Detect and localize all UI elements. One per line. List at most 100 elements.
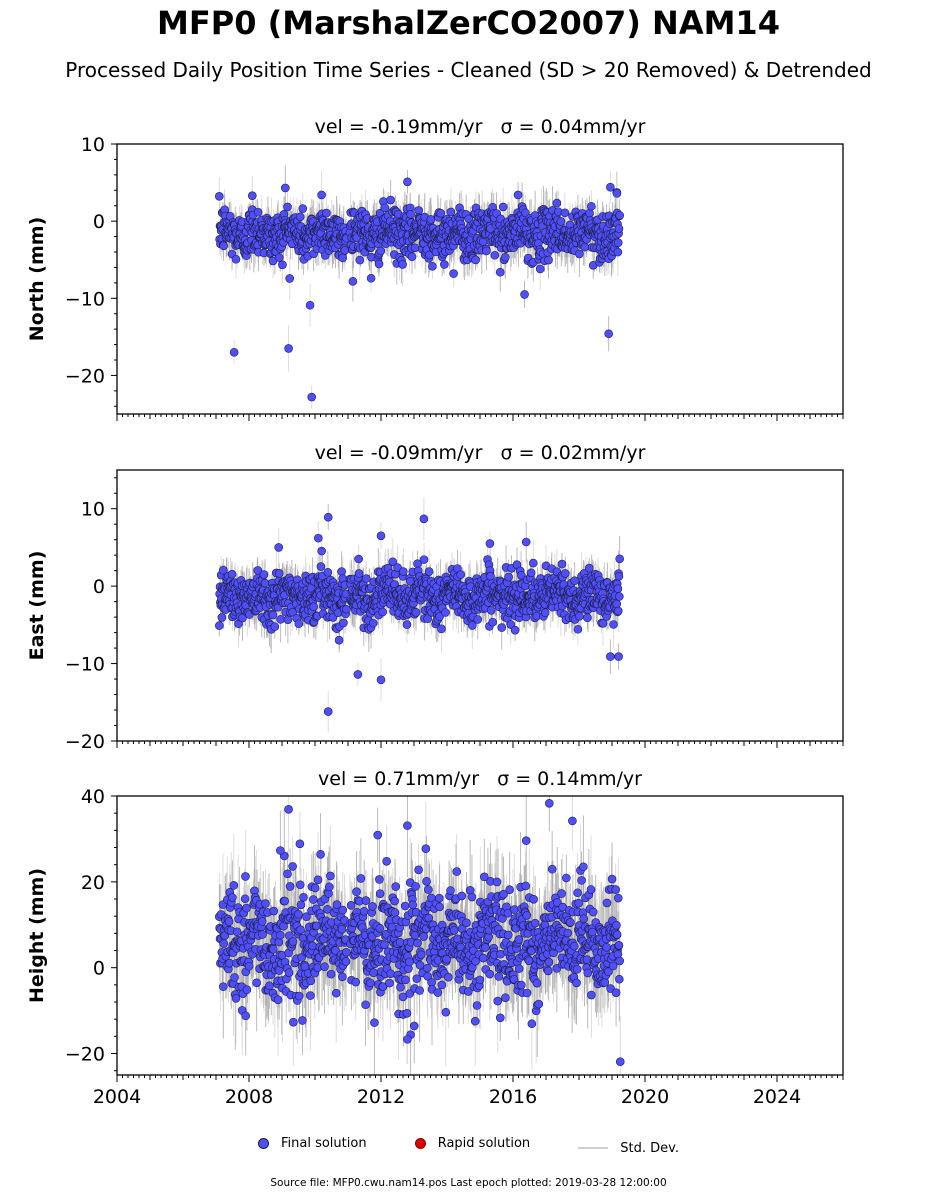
data-point [407,252,417,262]
data-point [473,615,483,624]
data-point [615,554,624,564]
data-point [613,247,623,257]
data-point [580,242,590,252]
data-point [398,260,407,269]
data-point [309,602,318,612]
data-point [338,253,348,263]
data-point [573,624,583,634]
data-point [317,190,326,200]
data-point [497,623,507,632]
data-point [288,607,297,617]
data-point [322,208,331,218]
data-point [428,261,437,271]
data-point [348,276,358,286]
data-point [259,570,269,579]
y-tick-label: 10 [81,134,105,156]
data-point [410,243,420,253]
data-point [609,620,618,629]
y-tick-label: −20 [65,365,105,387]
data-point [604,329,614,339]
data-point [342,604,351,614]
data-point [575,611,584,621]
height-panel: vel = 0.71mm/yr σ = 0.14mm/yr Height (mm… [26,768,844,1108]
data-point [614,652,623,661]
data-point [552,198,562,208]
data-point [615,592,624,601]
data-point [298,204,308,213]
data-point [376,246,386,256]
data-point [411,608,421,617]
final-solution-points [215,177,624,402]
data-point [612,189,622,198]
data-point [510,625,520,635]
data-point [482,246,491,256]
y-tick-label: −10 [65,654,105,676]
data-point [388,557,398,567]
east-velocity-label: vel = -0.09mm/yr σ = 0.02mm/yr [315,442,646,464]
data-point [229,347,239,357]
data-point [613,606,623,616]
data-point [495,267,505,277]
data-point [575,249,584,259]
data-point [437,624,446,634]
data-point [435,612,444,621]
data-point [386,195,395,205]
chart-title: MFP0 (MarshalZerCO2007) NAM14 [157,4,780,42]
y-tick-label: −10 [65,288,105,310]
north-velocity-label: vel = -0.19mm/yr σ = 0.04mm/yr [315,116,646,138]
data-point [612,599,622,609]
data-point [362,574,371,583]
data-point [528,558,538,568]
data-point [317,546,326,556]
data-point [323,567,333,577]
data-point [399,567,408,576]
data-point [613,238,623,247]
data-point [294,619,304,629]
data-point [274,569,284,578]
height-velocity-label: vel = 0.71mm/yr σ = 0.14mm/yr [318,768,642,790]
y-tick-label: 0 [93,576,105,598]
data-point [441,608,450,617]
data-point [486,571,495,581]
data-point [471,255,480,265]
data-point [248,191,257,200]
chart-subtitle: Processed Daily Position Time Series - C… [65,58,872,82]
data-point [526,568,536,578]
data-point [313,533,323,543]
data-point [570,576,579,586]
data-point [423,614,432,624]
data-point [260,578,270,588]
y-tick-label: 10 [81,499,105,521]
data-point [440,260,449,269]
data-point [449,269,458,278]
data-point [615,211,624,220]
data-point [535,264,545,274]
data-point [270,622,280,631]
data-point [280,183,290,193]
data-point [219,241,228,251]
data-point [283,202,292,212]
data-point [334,635,344,645]
data-point [284,344,293,353]
data-point [339,618,348,628]
data-point [354,569,364,578]
data-point [557,559,567,569]
data-point [215,621,224,630]
data-point [485,539,495,548]
data-point [218,565,228,575]
data-point [354,554,363,564]
data-point [614,572,624,581]
data-point [490,250,500,260]
data-point [295,212,305,222]
data-point [231,254,241,264]
data-point [560,569,570,578]
data-point [274,253,284,262]
data-point [355,255,365,265]
data-point [305,300,315,310]
data-point [374,259,384,269]
data-point [613,584,623,593]
data-point [337,567,346,576]
data-point [403,177,412,187]
data-point [614,224,624,233]
